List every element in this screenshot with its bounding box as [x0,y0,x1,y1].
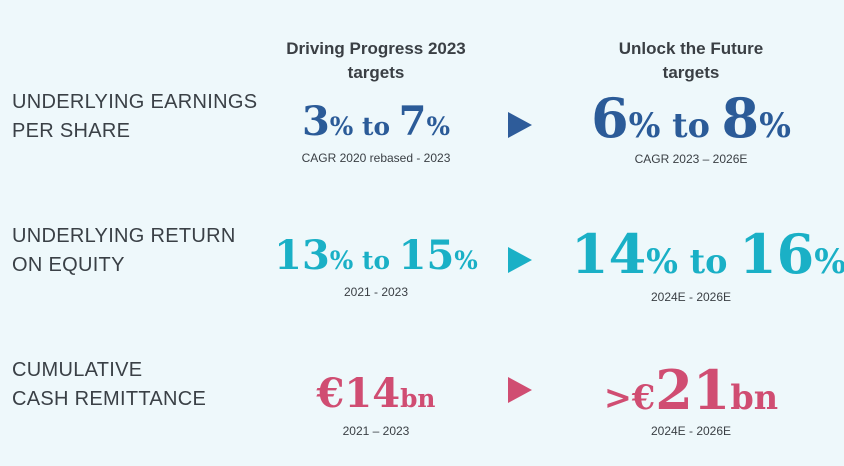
roe-left-to: to [353,246,399,275]
eps-right-pct2: % [759,106,791,145]
row-label-line2: CASH REMITTANCE [12,388,207,410]
eps-future-target: 6% to 8% [571,86,811,150]
row-label-line2: PER SHARE [12,120,131,142]
header-driving-progress: Driving Progress 2023 targets [256,37,496,85]
eps-left-pct1: % [329,112,354,141]
eps-2023-target: 3% to 7% [256,98,496,145]
cash-right-num: 21 [655,358,731,422]
roe-right-low: 14 [571,222,647,286]
cash-left-caption: 2021 – 2023 [342,424,410,438]
header-left-line1: Driving Progress 2023 [286,39,466,58]
row-label-line2: ON EQUITY [12,254,125,276]
eps-left-pct2: % [426,112,451,141]
eps-right-pct1: % [628,106,661,145]
row-label-line1: UNDERLYING EARNINGS [12,91,258,113]
cash-left-prefix: € [316,370,345,417]
roe-left-caption: 2021 - 2023 [343,285,409,299]
row-label-cash: CUMULATIVE CASH REMITTANCE [12,356,272,414]
cash-left-num: 14 [344,370,401,417]
cash-right-caption: 2024E - 2026E [650,424,732,438]
row-label-eps: UNDERLYING EARNINGS PER SHARE [12,88,272,146]
arrow-right-icon [508,377,532,403]
roe-left-high: 15 [398,232,455,279]
eps-left-low: 3 [301,98,330,145]
roe-2023-target: 13% to 15% [256,232,496,279]
roe-left-low: 13 [274,232,330,279]
header-right-line1: Unlock the Future [618,39,764,58]
header-unlock-future: Unlock the Future targets [571,37,811,85]
cash-left-unit: bn [400,384,436,413]
roe-left-pct2: % [454,246,478,275]
header-right-line2: targets [662,63,720,82]
roe-right-to: to [677,242,740,281]
roe-future-target: 14% to 16% [571,222,844,286]
eps-left-to: to [353,112,399,141]
roe-right-pct2: % [814,242,844,281]
row-label-line1: CUMULATIVE [12,359,143,381]
header-left-line2: targets [347,63,405,82]
cash-2023-target: €14bn [256,370,496,417]
eps-right-to: to [660,106,722,145]
roe-right-pct1: % [646,242,678,281]
eps-left-caption: CAGR 2020 rebased - 2023 [301,151,451,165]
arrow-right-icon [508,247,532,273]
eps-right-caption: CAGR 2023 – 2026E [634,152,748,166]
cash-right-prefix: >€ [603,378,656,417]
row-label-roe: UNDERLYING RETURN ON EQUITY [12,222,272,280]
roe-right-caption: 2024E - 2026E [650,290,732,304]
cash-right-unit: bn [730,378,779,417]
arrow-right-icon [508,112,532,138]
eps-right-low: 6 [591,86,629,150]
roe-right-high: 16 [739,222,815,286]
eps-right-high: 8 [721,86,760,150]
row-label-line1: UNDERLYING RETURN [12,225,236,247]
eps-left-high: 7 [398,98,427,145]
cash-future-target: >€21bn [571,358,811,422]
roe-left-pct1: % [329,246,354,275]
